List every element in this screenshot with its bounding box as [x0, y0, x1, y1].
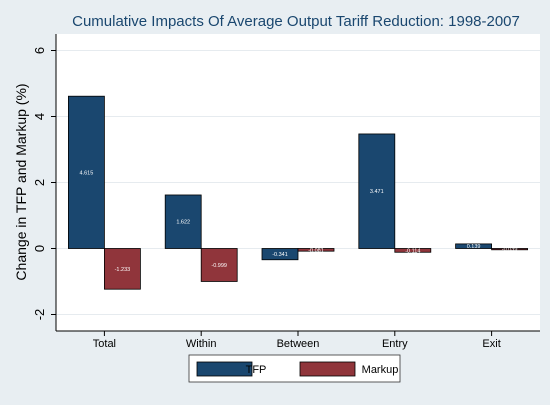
bar-markup	[104, 248, 141, 290]
bar-markup	[297, 248, 335, 252]
bar-tfp	[358, 133, 396, 249]
data-label: 4.615	[80, 170, 94, 176]
chart-title: Cumulative Impacts Of Average Output Tar…	[72, 13, 520, 30]
data-label: -0.039	[502, 247, 518, 253]
bars: 4.615 -1.233 1.622 -0.999 -0.341 -0.081 3.471 -…	[68, 95, 529, 290]
data-label: -0.081	[308, 248, 324, 254]
legend-label-markup: Markup	[362, 364, 399, 376]
bar-tfp	[68, 95, 105, 249]
bar-markup	[394, 248, 432, 253]
y-tick-label: 2	[32, 179, 47, 186]
legend-swatch-markup	[299, 361, 356, 377]
y-tick-label: 0	[32, 245, 47, 252]
data-label: -0.999	[211, 263, 227, 269]
y-tick-label: 4	[32, 113, 47, 120]
legend-label-tfp: TFP	[246, 364, 267, 376]
y-tick-label: 6	[32, 47, 47, 54]
y-axis-label: Change in TFP and Markup (%)	[13, 83, 29, 280]
bar-markup	[200, 248, 238, 282]
x-tick-label: Exit	[482, 338, 500, 350]
bar-tfp	[164, 194, 202, 249]
data-label: 1.622	[176, 220, 190, 226]
y-tick-label: -2	[32, 309, 47, 321]
data-label: 3.471	[370, 189, 384, 195]
bar-tfp	[455, 243, 493, 249]
legend: TFP Markup	[188, 354, 401, 383]
data-label: -1.233	[115, 267, 131, 273]
bar-tfp	[261, 248, 299, 261]
x-tick-label: Between	[277, 338, 320, 350]
data-label: -0.114	[405, 248, 420, 254]
bar-markup	[491, 248, 529, 251]
x-tick-label: Within	[186, 338, 217, 350]
legend-swatch-tfp	[196, 361, 253, 377]
x-tick-label: Total	[93, 338, 116, 350]
data-label: 0.139	[467, 244, 481, 250]
data-label: -0.341	[272, 252, 288, 258]
x-tick-label: Entry	[382, 338, 408, 350]
axes: -2 0 2 4 6 Total Within Between Entry Exit	[32, 34, 540, 350]
